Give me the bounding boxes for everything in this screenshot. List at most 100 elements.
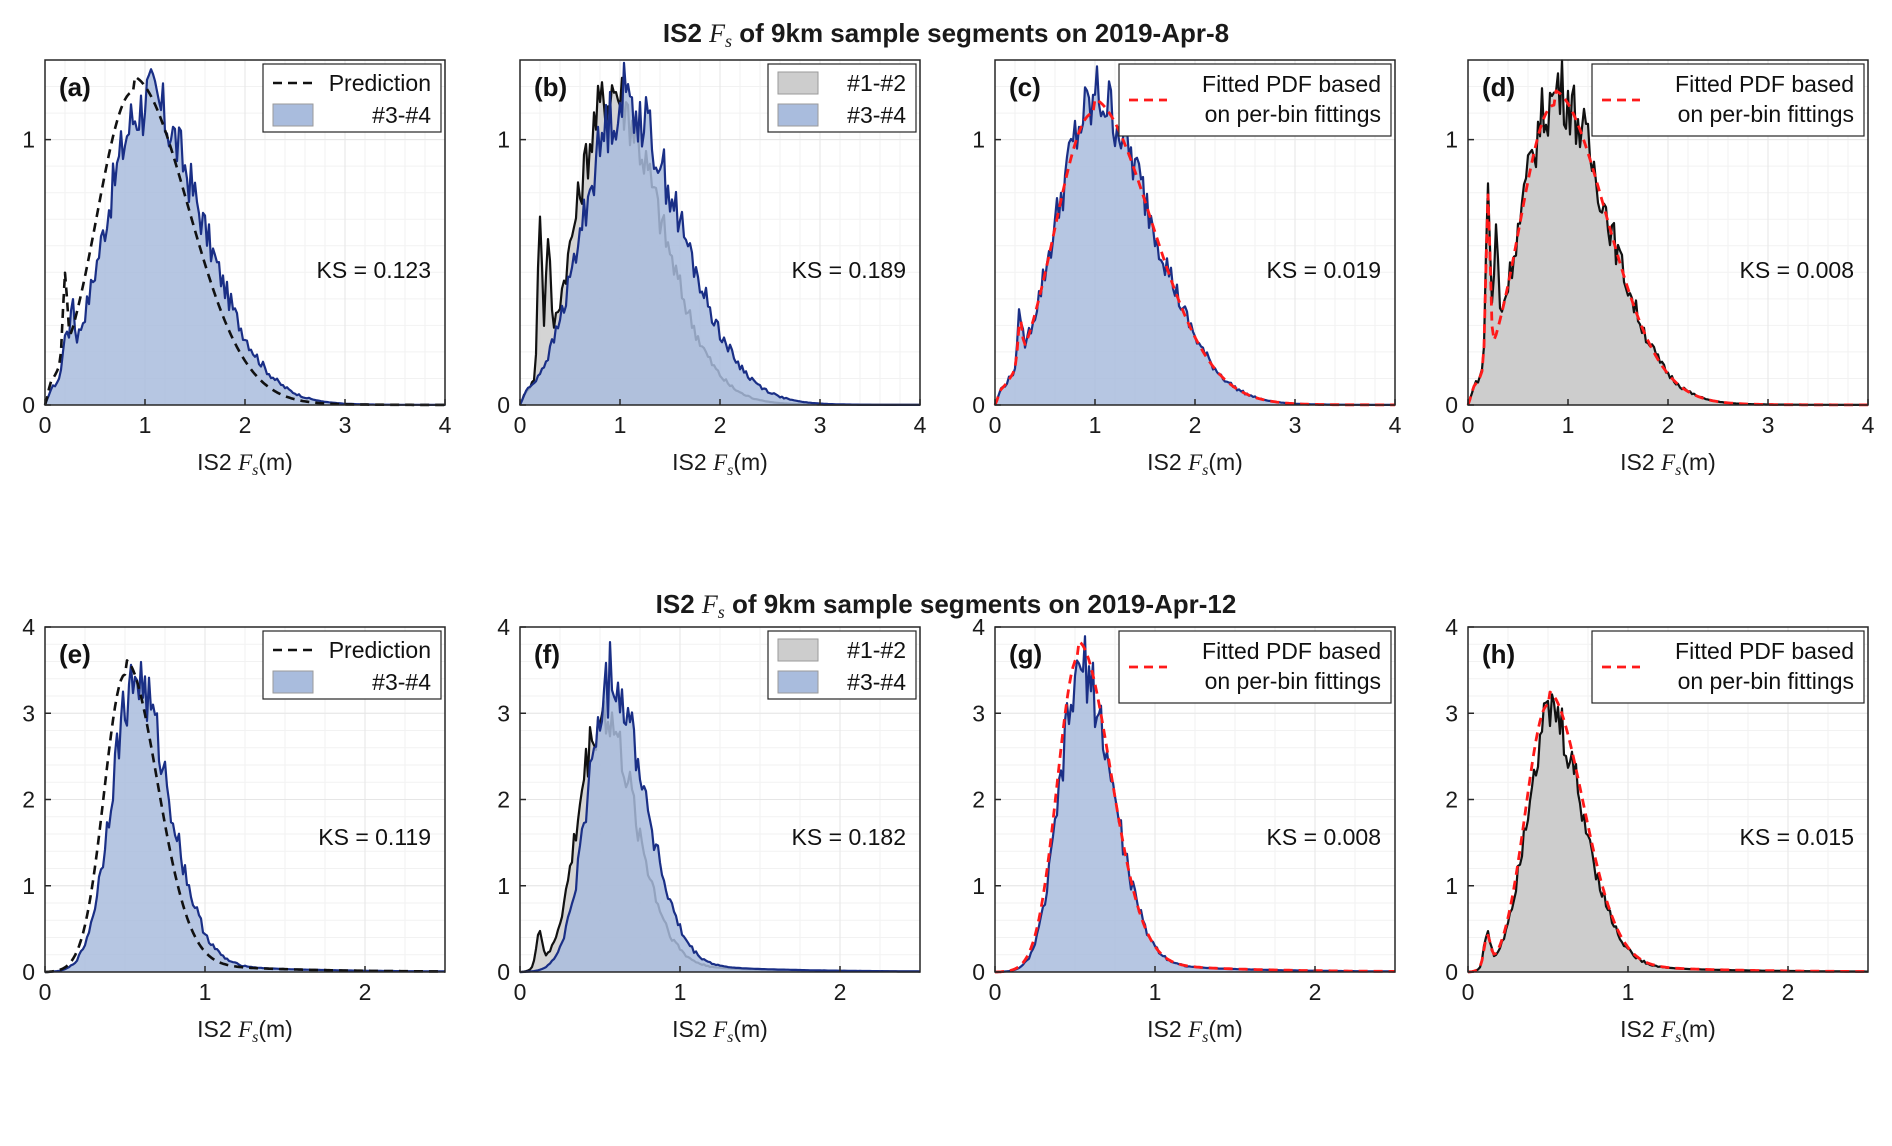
x-axis-label: IS2 Fs(m) bbox=[1147, 1016, 1243, 1046]
x-tick-label: 3 bbox=[814, 412, 827, 438]
y-tick-label: 1 bbox=[972, 127, 985, 153]
ks-annotation: KS = 0.008 bbox=[1267, 824, 1381, 850]
panel-label: (h) bbox=[1482, 639, 1515, 669]
y-tick-label: 1 bbox=[497, 127, 510, 153]
legend: Fitted PDF based on per-bin fittings bbox=[1118, 63, 1392, 137]
legend-label: #1-#2 bbox=[847, 637, 906, 663]
x-tick-label: 4 bbox=[914, 412, 927, 438]
y-tick-label: 1 bbox=[1445, 873, 1458, 899]
y-tick-label: 4 bbox=[497, 614, 510, 640]
panel-a: 0 1 2 3 4 0 1 IS2 Fs(m) (a) KS = 0.123 Prediction #… bbox=[22, 59, 452, 479]
x-tick-label: 0 bbox=[514, 979, 527, 1005]
y-tick-label: 3 bbox=[22, 700, 35, 726]
x-tick-label: 2 bbox=[1189, 412, 1202, 438]
y-tick-label: 2 bbox=[972, 787, 985, 813]
x-tick-label: 1 bbox=[1089, 412, 1102, 438]
x-tick-label: 2 bbox=[1309, 979, 1322, 1005]
panel-d: 0 1 2 3 4 0 1 IS2 Fs(m) (d) KS = 0.008 Fitted PDF … bbox=[1445, 59, 1875, 479]
y-tick-label: 0 bbox=[22, 959, 35, 985]
ks-annotation: KS = 0.119 bbox=[318, 824, 431, 850]
x-tick-label: 0 bbox=[1462, 412, 1475, 438]
y-tick-label: 4 bbox=[972, 614, 985, 640]
legend-label: on per-bin fittings bbox=[1678, 101, 1854, 127]
series-area--3-4 bbox=[995, 66, 1395, 406]
ks-annotation: KS = 0.189 bbox=[792, 257, 906, 283]
x-tick-label: 1 bbox=[199, 979, 212, 1005]
legend-swatch-gray bbox=[777, 71, 819, 95]
x-tick-label: 4 bbox=[439, 412, 452, 438]
y-tick-label: 0 bbox=[1445, 959, 1458, 985]
x-tick-label: 3 bbox=[339, 412, 352, 438]
x-tick-label: 2 bbox=[239, 412, 252, 438]
series-line--3-4 bbox=[520, 641, 921, 974]
x-axis-label: IS2 Fs(m) bbox=[1620, 449, 1716, 479]
series-area--3-4 bbox=[520, 642, 920, 972]
panel-c: 0 1 2 3 4 0 1 IS2 Fs(m) (c) KS = 0.019 Fitted PDF … bbox=[972, 59, 1402, 479]
x-axis-label: IS2 Fs(m) bbox=[672, 449, 768, 479]
series-line--3-4 bbox=[45, 660, 445, 974]
legend-label: #3-#4 bbox=[847, 102, 906, 128]
y-tick-label: 1 bbox=[1445, 127, 1458, 153]
x-tick-label: 1 bbox=[1562, 412, 1575, 438]
x-tick-label: 2 bbox=[834, 979, 847, 1005]
y-tick-label: 0 bbox=[22, 392, 35, 418]
legend-swatch-blue bbox=[777, 670, 819, 694]
panel-f: 0 1 2 0 1 2 3 4 IS2 Fs(m) (f) KS = 0.182 #1-#2 #3-#4 bbox=[497, 614, 921, 1046]
x-tick-label: 0 bbox=[989, 979, 1002, 1005]
x-tick-label: 3 bbox=[1762, 412, 1775, 438]
legend: Fitted PDF based on per-bin fittings bbox=[1591, 630, 1865, 704]
x-axis-label: IS2 Fs(m) bbox=[197, 449, 293, 479]
legend-box bbox=[1591, 63, 1865, 137]
panel-label: (b) bbox=[534, 72, 567, 102]
x-tick-label: 1 bbox=[674, 979, 687, 1005]
x-tick-label: 2 bbox=[714, 412, 727, 438]
legend: Fitted PDF based on per-bin fittings bbox=[1118, 630, 1392, 704]
legend-swatch-blue bbox=[272, 670, 314, 694]
legend-swatch-gray bbox=[777, 638, 819, 662]
y-tick-label: 1 bbox=[22, 873, 35, 899]
x-axis-label: IS2 Fs(m) bbox=[197, 1016, 293, 1046]
x-tick-label: 3 bbox=[1289, 412, 1302, 438]
x-axis-label: IS2 Fs(m) bbox=[672, 1016, 768, 1046]
y-tick-label: 0 bbox=[972, 959, 985, 985]
row-title-1: IS2 Fs of 9km sample segments on 2019-Ap… bbox=[663, 18, 1229, 51]
y-tick-label: 3 bbox=[497, 700, 510, 726]
panel-label: (f) bbox=[534, 639, 560, 669]
legend: #1-#2 #3-#4 bbox=[767, 63, 917, 133]
y-tick-label: 0 bbox=[497, 959, 510, 985]
x-tick-label: 2 bbox=[1662, 412, 1675, 438]
y-tick-label: 0 bbox=[972, 392, 985, 418]
legend: Prediction #3-#4 bbox=[262, 630, 442, 700]
legend-label: Fitted PDF based bbox=[1675, 71, 1854, 97]
row-title-2: IS2 Fs of 9km sample segments on 2019-Ap… bbox=[656, 589, 1237, 622]
y-tick-label: 2 bbox=[497, 787, 510, 813]
y-tick-label: 3 bbox=[1445, 700, 1458, 726]
legend-label: on per-bin fittings bbox=[1205, 668, 1381, 694]
legend-label: on per-bin fittings bbox=[1205, 101, 1381, 127]
y-tick-label: 3 bbox=[972, 700, 985, 726]
legend-label: #3-#4 bbox=[372, 669, 431, 695]
x-axis-label: IS2 Fs(m) bbox=[1620, 1016, 1716, 1046]
ks-annotation: KS = 0.123 bbox=[317, 257, 431, 283]
y-tick-label: 1 bbox=[22, 127, 35, 153]
legend: Prediction #3-#4 bbox=[262, 63, 442, 133]
series-area--3-4 bbox=[45, 69, 445, 405]
panel-b: 0 1 2 3 4 0 1 IS2 Fs(m) (b) KS = 0.189 #1-#2 #3-#4 bbox=[497, 59, 927, 479]
legend-label: Fitted PDF based bbox=[1202, 638, 1381, 664]
x-tick-label: 1 bbox=[614, 412, 627, 438]
series-area--3-4 bbox=[45, 662, 445, 972]
legend-label: Prediction bbox=[329, 637, 431, 663]
legend-label: #3-#4 bbox=[847, 669, 906, 695]
panel-label: (d) bbox=[1482, 72, 1515, 102]
panel-label: (g) bbox=[1009, 639, 1042, 669]
series-line-fitted-pdf bbox=[993, 97, 1395, 407]
x-tick-label: 0 bbox=[989, 412, 1002, 438]
x-axis-label: IS2 Fs(m) bbox=[1147, 449, 1243, 479]
x-tick-label: 0 bbox=[1462, 979, 1475, 1005]
x-tick-label: 4 bbox=[1389, 412, 1402, 438]
y-tick-label: 2 bbox=[22, 787, 35, 813]
legend-swatch-blue bbox=[777, 103, 819, 127]
y-tick-label: 1 bbox=[497, 873, 510, 899]
ks-annotation: KS = 0.182 bbox=[792, 824, 906, 850]
legend-label: Fitted PDF based bbox=[1675, 638, 1854, 664]
